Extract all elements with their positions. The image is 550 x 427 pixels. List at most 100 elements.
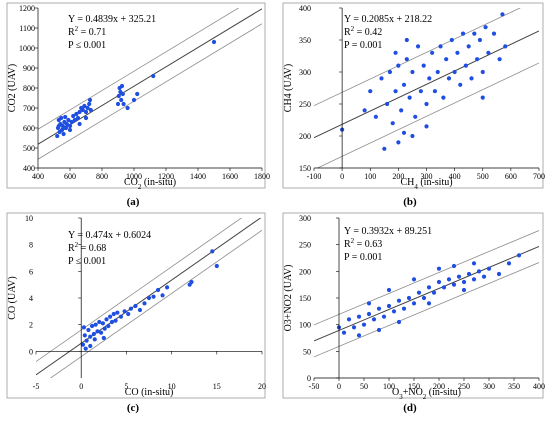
panel-b-data-point bbox=[452, 69, 457, 75]
panel-b-x-tick-label: 700 bbox=[533, 172, 545, 181]
panel-a-data-point bbox=[87, 101, 92, 107]
panel-c-data-point bbox=[137, 307, 143, 313]
panel-c-data-point bbox=[88, 343, 93, 349]
panel-a-data-point bbox=[67, 127, 73, 133]
panel-c-x-tick-label: -5 bbox=[33, 382, 40, 391]
panel-a-y-tick-label: 400 bbox=[23, 164, 35, 173]
panel-c-data-point bbox=[108, 314, 113, 319]
panel-b-data-point bbox=[418, 89, 423, 94]
panel-b-data-point bbox=[441, 95, 446, 100]
panel-b-data-point bbox=[449, 37, 454, 43]
panel-b-axes: -100 0 100 200 300 400 500 600 700 150 200 250 300 35… bbox=[299, 4, 545, 181]
panel-d-x-tick-label: 150 bbox=[408, 382, 420, 391]
panel-c-data-point bbox=[88, 334, 93, 339]
panel-a-x-tick-label: 400 bbox=[32, 172, 44, 181]
panel-b-data-point bbox=[401, 82, 407, 87]
panel-d-data-point bbox=[466, 271, 472, 277]
panel-c-data-point bbox=[164, 285, 170, 290]
panel-b-data-point bbox=[466, 44, 471, 49]
panel-b-data-point bbox=[396, 140, 401, 145]
panel-a-data-point bbox=[82, 103, 87, 109]
panel-d-data-point bbox=[451, 282, 457, 287]
panel-b-data-point bbox=[410, 133, 415, 139]
panel-a-y-tick-label: 700 bbox=[23, 104, 35, 113]
panel-c-data-point bbox=[210, 249, 215, 254]
panel-b-data-point bbox=[500, 12, 505, 17]
panel-d-data-point bbox=[496, 271, 502, 277]
panel-a-x-tick-label: 1400 bbox=[190, 172, 206, 181]
panel-d-r-squared: R2 = 0.63 bbox=[344, 237, 382, 250]
panel-a-p-value: P ≤ 0.001 bbox=[68, 40, 106, 51]
panel-b-data-point bbox=[407, 95, 412, 100]
panel-b-data-point bbox=[432, 89, 438, 94]
panel-a-x-tick-label: 1600 bbox=[222, 172, 238, 181]
panel-a-data-point bbox=[75, 115, 81, 121]
panel-d-y-tick-label: 100 bbox=[299, 321, 311, 330]
panel-a-x-tick-label: 600 bbox=[64, 172, 76, 181]
panel-c-data-point bbox=[95, 329, 100, 334]
panel-c-data-point bbox=[151, 294, 156, 299]
panel-d-data-point bbox=[506, 261, 512, 266]
panel-a-upper-band-line bbox=[38, 8, 240, 130]
panel-c-y-tick-label: 6 bbox=[29, 267, 33, 276]
panel-b-y-axis-label: CH4 (UAV) bbox=[283, 64, 294, 112]
panel-a-data-point bbox=[211, 39, 217, 45]
panel-c-y-tick-label: 4 bbox=[29, 294, 33, 303]
panel-b-data-point bbox=[475, 57, 480, 62]
panel-a-data-point bbox=[77, 121, 82, 127]
panel-d-x-tick-label: -50 bbox=[309, 382, 320, 391]
panel-a-data-point bbox=[119, 97, 124, 103]
panel-b-data-point bbox=[396, 63, 401, 68]
panel-c-data-point bbox=[133, 303, 138, 309]
panel-b-data-point bbox=[404, 37, 409, 43]
panel-c-upper-band-line bbox=[36, 218, 243, 362]
panel-a-data-point bbox=[59, 115, 64, 121]
panel-c-y-tick-label: 0 bbox=[29, 347, 33, 356]
panel-b-fit-line bbox=[314, 30, 539, 139]
panel-d-data-point bbox=[346, 317, 352, 322]
panel-b-data-point bbox=[393, 50, 398, 55]
panel-c-data-point bbox=[115, 310, 120, 315]
panel-c-y-tick-label: 2 bbox=[29, 321, 33, 330]
panel-c-x-axis-label: CO (in-situ) bbox=[125, 387, 174, 398]
panel-d-data-point bbox=[351, 325, 357, 330]
panel-c-data-point bbox=[100, 321, 105, 326]
panel-c-data-point bbox=[111, 311, 116, 317]
panel-b-data-point bbox=[401, 130, 407, 135]
panel-d-chart: -50 0 50 100 150 200 250 300 350 4000501001502002… bbox=[282, 212, 545, 401]
panel-a-data-point bbox=[71, 113, 76, 119]
panel-a-axes: 400 600 800 1000 1200 1400 1600 1800 400 500 600 70… bbox=[19, 4, 270, 181]
panel-d-x-tick-label: 250 bbox=[458, 382, 470, 391]
panel-b-data-point bbox=[491, 31, 497, 36]
panel-c-data-point bbox=[128, 306, 134, 311]
panel-c-x-tick-label: 15 bbox=[213, 382, 221, 391]
panel-b-data-point bbox=[415, 44, 421, 49]
panel-a-lower-band-line bbox=[38, 23, 262, 160]
panel-d-axes: -50 0 50 100 150 200 250 300 350 4000501001502002… bbox=[299, 214, 545, 391]
panel-b-data-point bbox=[410, 69, 415, 75]
panel-b-data-point bbox=[455, 50, 460, 55]
panel-a-equation: Y = 0.4839x + 325.21 bbox=[68, 14, 156, 25]
panel-a-y-tick-label: 1200 bbox=[19, 4, 35, 13]
panel-b-data-point bbox=[421, 63, 426, 68]
panel-d-upper-band-line bbox=[314, 230, 539, 326]
panel-d-data-point bbox=[406, 295, 412, 301]
panel-c-data-point bbox=[109, 319, 115, 325]
panel-d-data-point bbox=[416, 290, 422, 295]
panel-a-data-point bbox=[77, 109, 82, 115]
panel-d-data-point bbox=[396, 319, 402, 325]
panel-b-data-point bbox=[503, 44, 508, 49]
panel-a-data-point bbox=[120, 91, 125, 97]
panel-d-data-point bbox=[371, 317, 377, 322]
panel-d-data-point bbox=[471, 277, 477, 282]
panel-b-data-point bbox=[480, 69, 485, 75]
panel-d-frame bbox=[282, 212, 544, 399]
panel-c-data-point bbox=[214, 263, 219, 269]
panel-d-y-tick-label: 200 bbox=[299, 267, 311, 276]
panel-c-data-point bbox=[82, 333, 87, 338]
panel-b-data-point bbox=[480, 95, 485, 100]
panel-d-x-tick-label: 50 bbox=[360, 382, 368, 391]
panel-d-data-point bbox=[381, 314, 387, 319]
panel-d-equation: Y = 0.3932x + 89.251 bbox=[344, 226, 432, 237]
panel-d-x-tick-label: 0 bbox=[337, 382, 341, 391]
